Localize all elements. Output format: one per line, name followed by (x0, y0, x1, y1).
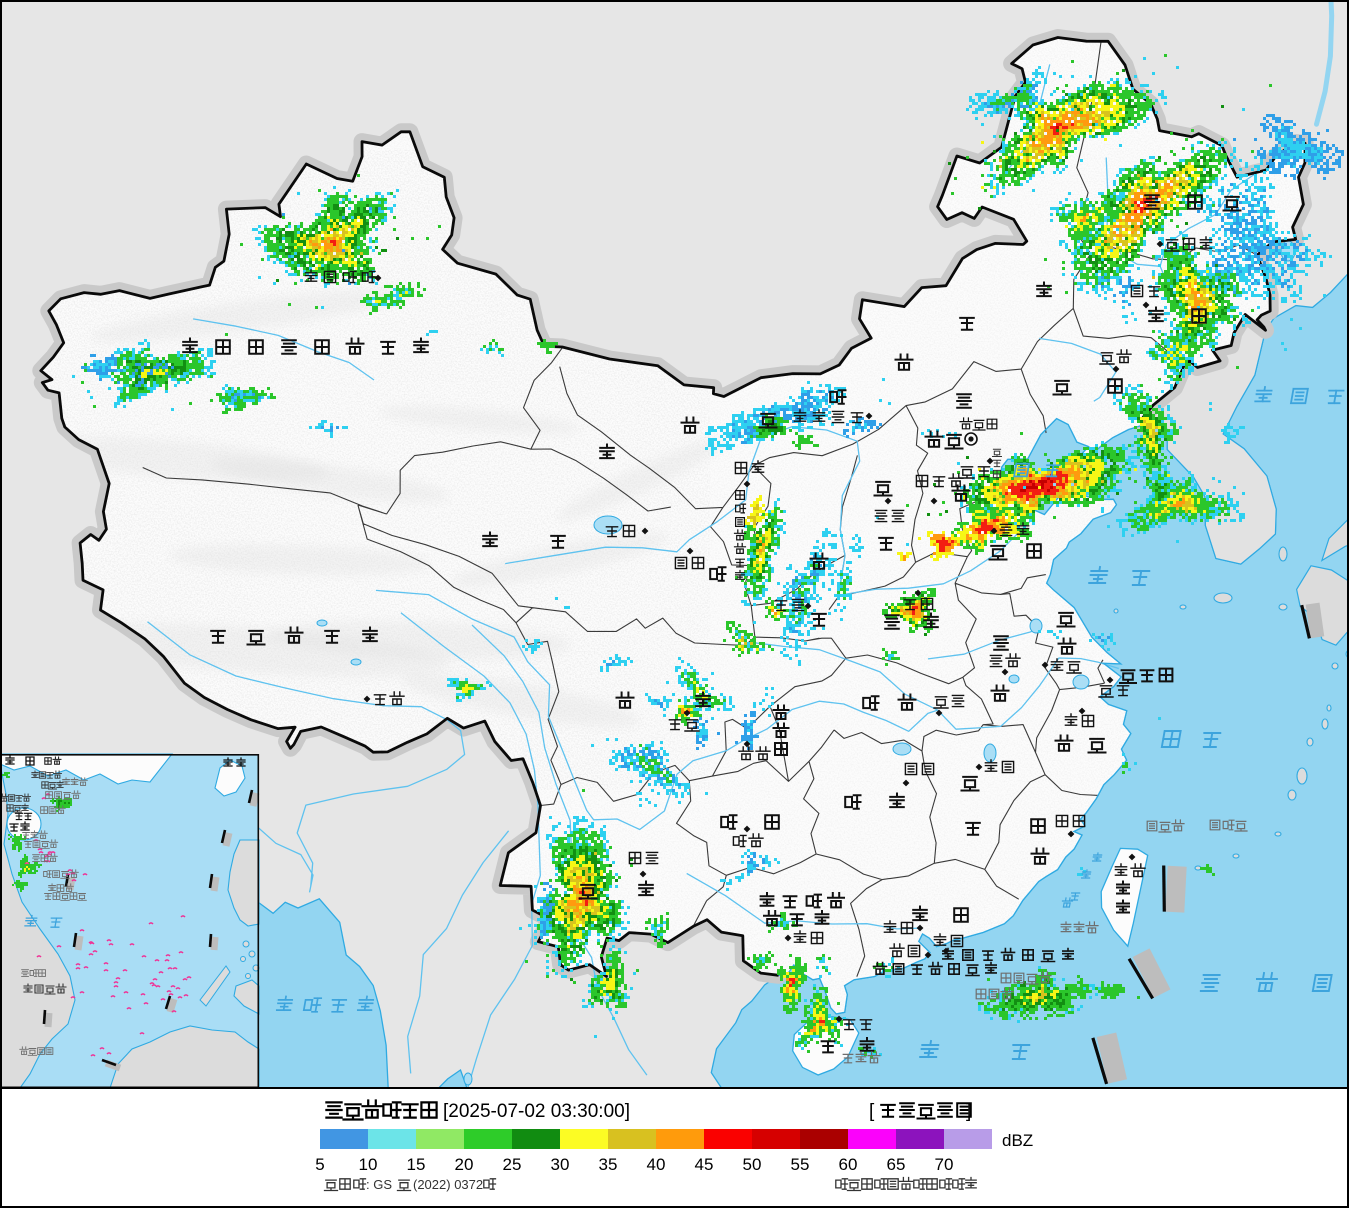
svg-text:50: 50 (743, 1155, 762, 1174)
svg-text:: GS: : GS (366, 1177, 392, 1192)
svg-text:]: ] (966, 1101, 971, 1122)
svg-text:35: 35 (599, 1155, 618, 1174)
svg-text:70: 70 (935, 1155, 954, 1174)
svg-text:30: 30 (551, 1155, 570, 1174)
svg-text:65: 65 (887, 1155, 906, 1174)
svg-text:45: 45 (695, 1155, 714, 1174)
svg-text:60: 60 (839, 1155, 858, 1174)
svg-text:10: 10 (359, 1155, 378, 1174)
svg-text:[2025-07-02 03:30:00]: [2025-07-02 03:30:00] (443, 1101, 630, 1122)
svg-text:20: 20 (455, 1155, 474, 1174)
svg-text:(2022) 0372: (2022) 0372 (413, 1177, 483, 1192)
svg-text:55: 55 (791, 1155, 810, 1174)
svg-text:25: 25 (503, 1155, 522, 1174)
svg-text:15: 15 (407, 1155, 426, 1174)
svg-text:5: 5 (315, 1155, 324, 1174)
svg-text:dBZ: dBZ (1002, 1131, 1033, 1150)
svg-text:[: [ (869, 1101, 875, 1122)
svg-text:40: 40 (647, 1155, 666, 1174)
